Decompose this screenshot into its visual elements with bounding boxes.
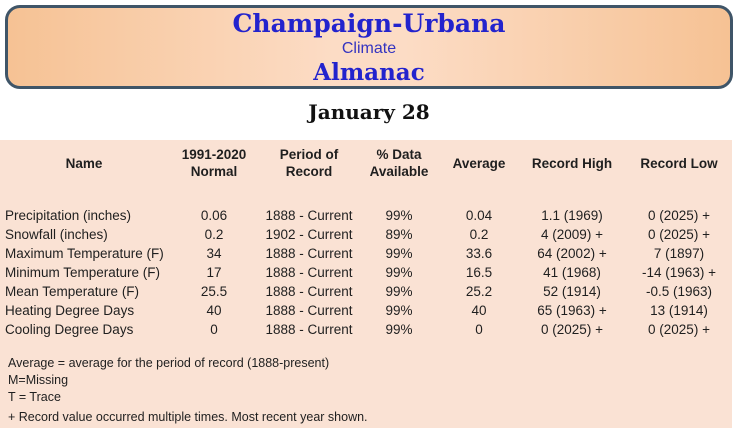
- table-header-row: Name 1991-2020 Normal Period of Record % Da…: [0, 140, 732, 206]
- cell-record_low: 0 (2025) +: [648, 208, 710, 223]
- cell-record_high: 52 (1914): [543, 284, 601, 299]
- cell-period_of_record: 1888 - Current: [265, 246, 353, 261]
- cell-record_high: 1.1 (1969): [541, 208, 603, 223]
- page-title: Champaign-Urbana: [232, 8, 506, 38]
- almanac-table: Name 1991-2020 Normal Period of Record % Da…: [0, 140, 732, 339]
- footnote: M=Missing: [8, 373, 69, 387]
- cell-pct_data_available: 99%: [385, 284, 413, 299]
- column-header-period_of_record: Period of Record: [279, 147, 339, 179]
- cell-record_low: 13 (1914): [650, 303, 708, 318]
- almanac-table-body: Precipitation (inches) 0.06 1888 - Current…: [0, 206, 732, 339]
- cell-pct_data_available: 89%: [385, 227, 413, 242]
- date-heading: January 28: [308, 100, 430, 124]
- cell-record_low: 0 (2025) +: [648, 227, 710, 242]
- cell-average: 25.2: [465, 284, 493, 299]
- cell-name: Minimum Temperature (F): [5, 265, 161, 280]
- cell-average: 0: [475, 322, 483, 337]
- cell-pct_data_available: 99%: [385, 322, 413, 337]
- table-row: Cooling Degree Days 0 1888 - Current 99% 0 0 …: [0, 320, 732, 339]
- almanac-panel: Name 1991-2020 Normal Period of Record % Da…: [0, 140, 732, 428]
- cell-normal: 0.2: [204, 227, 224, 242]
- cell-record_low: 0 (2025) +: [648, 322, 710, 337]
- cell-record_low: -14 (1963) +: [642, 265, 716, 280]
- cell-normal: 34: [206, 246, 222, 261]
- cell-record_high: 41 (1968): [543, 265, 601, 280]
- cell-name: Maximum Temperature (F): [5, 246, 164, 261]
- cell-record_high: 65 (1963) +: [537, 303, 607, 318]
- cell-name: Precipitation (inches): [5, 208, 132, 223]
- cell-name: Cooling Degree Days: [5, 322, 134, 337]
- footnote: Average = average for the period of reco…: [8, 356, 330, 370]
- cell-record_low: 7 (1897): [653, 246, 705, 261]
- cell-period_of_record: 1888 - Current: [265, 208, 353, 223]
- column-header-name: Name: [65, 155, 103, 171]
- cell-record_high: 64 (2002) +: [537, 246, 607, 261]
- cell-pct_data_available: 99%: [385, 208, 413, 223]
- page-title-secondary: Almanac: [313, 58, 425, 86]
- cell-name: Snowfall (inches): [5, 227, 108, 242]
- table-row: Mean Temperature (F) 25.5 1888 - Current 99…: [0, 282, 732, 301]
- cell-name: Heating Degree Days: [5, 303, 135, 318]
- cell-pct_data_available: 99%: [385, 265, 413, 280]
- page-subtitle: Climate: [341, 39, 397, 57]
- cell-period_of_record: 1888 - Current: [265, 265, 353, 280]
- cell-record_high: 0 (2025) +: [541, 322, 603, 337]
- cell-name: Mean Temperature (F): [5, 284, 140, 299]
- cell-average: 16.5: [465, 265, 493, 280]
- cell-record_high: 4 (2009) +: [541, 227, 603, 242]
- cell-average: 0.04: [465, 208, 493, 223]
- column-header-average: Average: [452, 155, 506, 171]
- cell-period_of_record: 1902 - Current: [265, 227, 353, 242]
- column-header-normal: 1991-2020 Normal: [181, 147, 247, 179]
- cell-normal: 40: [206, 303, 222, 318]
- cell-pct_data_available: 99%: [385, 246, 413, 261]
- cell-normal: 0: [210, 322, 218, 337]
- table-row: Precipitation (inches) 0.06 1888 - Current…: [0, 206, 732, 225]
- cell-period_of_record: 1888 - Current: [265, 303, 353, 318]
- table-row: Snowfall (inches) 0.2 1902 - Current 89% 0.2…: [0, 225, 732, 244]
- cell-average: 0.2: [469, 227, 489, 242]
- cell-pct_data_available: 99%: [385, 303, 413, 318]
- cell-period_of_record: 1888 - Current: [265, 322, 353, 337]
- cell-normal: 17: [206, 265, 222, 280]
- table-row: Heating Degree Days 40 1888 - Current 99% 40…: [0, 301, 732, 320]
- cell-normal: 0.06: [200, 208, 228, 223]
- footnote: T = Trace: [8, 390, 61, 404]
- cell-period_of_record: 1888 - Current: [265, 284, 353, 299]
- cell-record_low: -0.5 (1963): [645, 284, 713, 299]
- column-header-record_high: Record High: [531, 155, 613, 171]
- cell-normal: 25.5: [200, 284, 228, 299]
- footnotes: Average = average for the period of reco…: [0, 355, 732, 426]
- cell-average: 33.6: [465, 246, 493, 261]
- cell-average: 40: [471, 303, 487, 318]
- header-box: Champaign-Urbana Climate Almanac: [5, 5, 733, 89]
- table-row: Minimum Temperature (F) 17 1888 - Current 9…: [0, 263, 732, 282]
- column-header-pct_data_available: % Data Available: [369, 147, 429, 179]
- table-row: Maximum Temperature (F) 34 1888 - Current 9…: [0, 244, 732, 263]
- footnote: + Record value occurred multiple times. …: [8, 410, 368, 424]
- column-header-record_low: Record Low: [640, 155, 718, 171]
